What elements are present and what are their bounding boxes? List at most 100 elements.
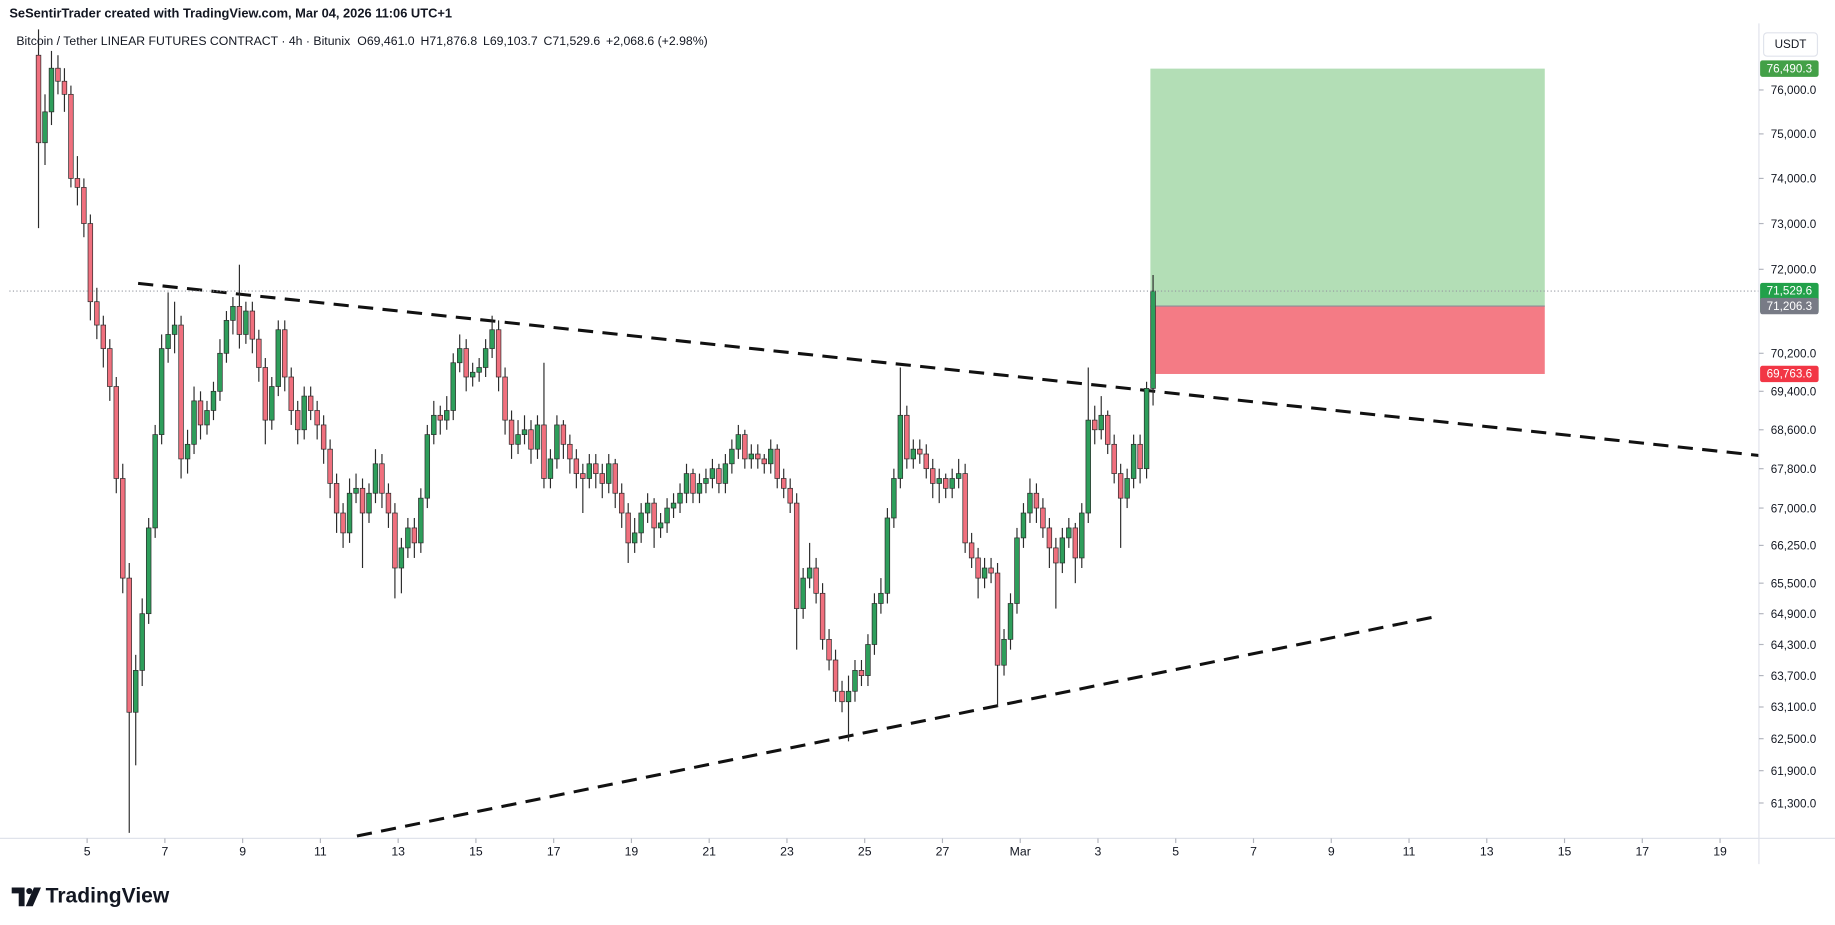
candle-body-down xyxy=(502,376,508,421)
position-tool xyxy=(1150,68,1545,374)
candle-body-down xyxy=(690,473,696,494)
candle-body-up xyxy=(884,517,891,594)
y-tick-label: 69,400.0 xyxy=(1771,386,1817,399)
candle-body-up xyxy=(243,310,249,335)
candle-body-down xyxy=(333,483,340,514)
candle-body-up xyxy=(683,473,690,494)
candle-body-down xyxy=(781,478,787,489)
x-tick-label: 19 xyxy=(625,845,639,859)
candle-body-up xyxy=(1001,638,1007,666)
candle-body-up xyxy=(586,463,593,479)
candle-body-up xyxy=(1014,537,1020,604)
candle-body-down xyxy=(968,542,975,559)
candle-body-down xyxy=(1137,443,1143,470)
y-tick-label: 63,100.0 xyxy=(1771,701,1817,714)
candle-body-up xyxy=(606,463,612,484)
price-badge-label: 71,206.3 xyxy=(1767,300,1812,313)
candle-body-up xyxy=(1143,388,1150,470)
candle-body-up xyxy=(891,478,897,519)
candle-body-down xyxy=(793,502,800,609)
candle-body-up xyxy=(677,492,683,504)
candle-body-up xyxy=(275,329,281,387)
candle-body-up xyxy=(353,487,359,494)
candle-body-up xyxy=(482,348,489,368)
price-badge-label: 69,763.6 xyxy=(1767,368,1812,381)
candle-body-up xyxy=(865,644,871,676)
candle-body-up xyxy=(424,434,431,499)
candle-body-up xyxy=(204,410,210,426)
y-tick-label: 67,800.0 xyxy=(1771,463,1817,476)
candle-body-down xyxy=(904,414,910,460)
candle-body-up xyxy=(398,547,405,569)
symbol-legend: Bitcoin / Tether LINEAR FUTURES CONTRACT… xyxy=(16,34,707,48)
candle-body-up xyxy=(301,395,307,431)
candle-body-down xyxy=(126,577,132,713)
x-tick-label: 13 xyxy=(1480,845,1494,859)
candle-body-down xyxy=(437,414,443,421)
candle-body-down xyxy=(930,468,936,484)
candle-body-up xyxy=(703,478,709,484)
currency-box xyxy=(1763,32,1819,57)
candle-body-up xyxy=(696,483,703,494)
candle-body-up xyxy=(852,670,858,692)
candle-body-down xyxy=(826,638,832,661)
y-tick-label: 64,900.0 xyxy=(1771,608,1817,621)
candle-body-up xyxy=(48,67,55,113)
y-tick-label: 76,000.0 xyxy=(1771,84,1817,97)
candle-body-up xyxy=(1085,419,1091,514)
candle-body-up xyxy=(1059,537,1066,564)
price-axis-bg xyxy=(1758,0,1835,925)
x-tick-label: 23 xyxy=(780,845,794,859)
candle-body-down xyxy=(943,478,949,489)
x-tick-label: 27 xyxy=(936,845,950,859)
candle-body-down xyxy=(314,410,320,426)
candle-body-up xyxy=(145,527,152,615)
y-tick-label: 74,000.0 xyxy=(1771,173,1817,186)
candle-body-down xyxy=(839,690,845,703)
candle-body-down xyxy=(340,512,346,534)
currency: USDT xyxy=(1775,38,1807,51)
candle-body-up xyxy=(644,502,651,514)
x-tick-label: 7 xyxy=(161,845,168,859)
profit-zone xyxy=(1150,68,1545,307)
candle-body-down xyxy=(120,478,126,579)
candle-body-down xyxy=(411,527,418,544)
candle-body-down xyxy=(761,458,767,465)
ohlc-key: C xyxy=(544,34,553,48)
x-tick-label: 15 xyxy=(469,845,483,859)
candle-body-up xyxy=(450,362,456,411)
candle-body-down xyxy=(813,567,819,594)
symbol: Bitcoin / Tether LINEAR FUTURES CONTRACT… xyxy=(16,34,351,48)
candle-body-up xyxy=(269,386,275,421)
y-tick-label: 66,250.0 xyxy=(1771,540,1817,553)
candle-body-down xyxy=(68,93,74,179)
candle-body-down xyxy=(619,492,625,514)
candle-body-down xyxy=(975,557,981,579)
y-tick-label: 75,000.0 xyxy=(1771,128,1817,141)
candle-body-up xyxy=(845,690,852,703)
price-badge xyxy=(1760,365,1819,383)
ohlc-key: O xyxy=(357,34,367,48)
candle-body-down xyxy=(819,592,826,640)
logo: TradingView xyxy=(11,884,170,907)
y-tick-label: 67,000.0 xyxy=(1771,502,1817,515)
candle-body-down xyxy=(1040,507,1046,529)
price-badge xyxy=(1760,60,1819,77)
ohlc-value: 69,461.0 xyxy=(367,34,415,48)
y-tick-label: 63,700.0 xyxy=(1771,670,1817,683)
credit: SeSentirTrader created with TradingView.… xyxy=(9,5,452,20)
candle-body-down xyxy=(988,567,994,574)
logo-icon xyxy=(11,887,25,907)
candle-body-down xyxy=(74,178,81,188)
candle-body-down xyxy=(256,338,262,368)
ohlc-value: 71,529.6 xyxy=(552,34,600,48)
x-tick-label: 17 xyxy=(547,845,561,859)
candle-body-up xyxy=(554,424,560,460)
candle-body-down xyxy=(599,473,605,484)
candle-body-up xyxy=(133,670,139,713)
y-tick-label: 72,000.0 xyxy=(1771,264,1817,277)
candle-body-down xyxy=(832,659,839,692)
logo-text: TradingView xyxy=(46,884,170,907)
candle-body-down xyxy=(560,424,567,445)
candle-body-up xyxy=(1098,414,1104,431)
